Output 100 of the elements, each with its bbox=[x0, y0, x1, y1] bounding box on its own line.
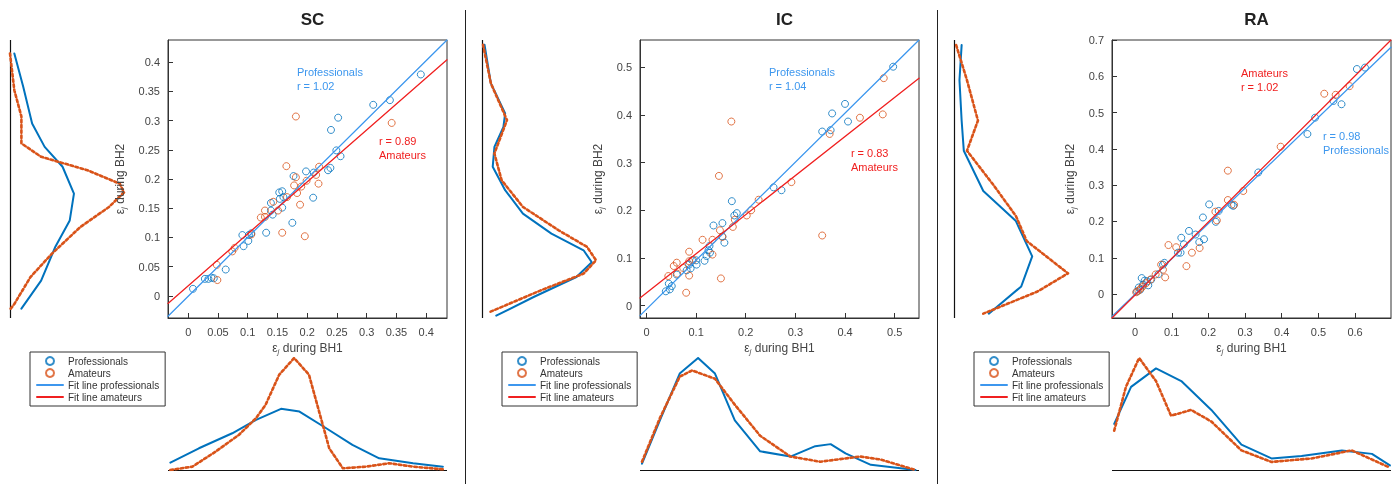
point bbox=[1195, 238, 1204, 247]
point bbox=[1185, 226, 1193, 235]
legend-label: Professionals bbox=[540, 355, 601, 367]
point bbox=[302, 167, 311, 176]
point bbox=[718, 219, 727, 228]
point bbox=[369, 100, 378, 109]
point bbox=[326, 163, 335, 172]
point bbox=[661, 287, 670, 296]
point bbox=[685, 271, 694, 280]
point bbox=[669, 262, 678, 271]
x-tick-label: 0.3 bbox=[787, 325, 804, 338]
point bbox=[296, 200, 305, 209]
y-tick-label: 0.1 bbox=[144, 231, 160, 244]
point bbox=[297, 182, 306, 191]
y-tick-label: 0.15 bbox=[138, 202, 160, 215]
legend-label: Fit line professionals bbox=[68, 379, 160, 391]
legend-label: Amateurs bbox=[1012, 367, 1055, 379]
y-axis-title: εj during BH2 bbox=[591, 143, 607, 215]
point bbox=[1198, 213, 1207, 222]
legend-label: Fit line amateurs bbox=[1012, 391, 1086, 403]
point bbox=[742, 211, 751, 220]
point bbox=[1337, 100, 1346, 109]
point bbox=[327, 125, 335, 134]
y-tick-label: 0.5 bbox=[616, 61, 632, 74]
x-tick-label: 0 bbox=[1132, 325, 1139, 338]
point bbox=[754, 195, 763, 204]
point bbox=[747, 206, 756, 215]
point bbox=[702, 252, 711, 261]
x-tick-label: 0.1 bbox=[688, 325, 704, 338]
point bbox=[715, 226, 724, 235]
point bbox=[1303, 130, 1312, 138]
point bbox=[730, 215, 739, 224]
point bbox=[332, 146, 341, 155]
y-tick-label: 0 bbox=[625, 299, 632, 312]
legend-label: Professionals bbox=[68, 355, 129, 367]
x-tick-label: 0.5 bbox=[1310, 325, 1327, 338]
x-tick-label: 0.2 bbox=[738, 325, 754, 338]
point bbox=[787, 178, 796, 187]
point bbox=[416, 70, 425, 79]
point bbox=[290, 181, 299, 190]
point bbox=[709, 221, 718, 230]
legend-label: Fit line amateurs bbox=[68, 391, 142, 403]
x-tick-label: 0.35 bbox=[385, 325, 408, 338]
point bbox=[387, 118, 396, 127]
y-tick-label: 0 bbox=[153, 289, 160, 302]
y-tick-label: 0.1 bbox=[616, 251, 632, 264]
annotation: r = 0.89 Amateurs bbox=[378, 135, 427, 162]
point bbox=[1345, 82, 1354, 91]
x-tick-label: 0.25 bbox=[326, 325, 348, 338]
annotation: r = 0.98 Professionals bbox=[1322, 129, 1390, 156]
x-tick-label: 0.6 bbox=[1347, 325, 1363, 338]
legend-label: Professionals bbox=[1012, 355, 1073, 367]
y-tick-label: 0.05 bbox=[138, 260, 160, 273]
point bbox=[667, 282, 676, 291]
point bbox=[727, 117, 736, 126]
y-tick-label: 0.2 bbox=[144, 173, 160, 185]
point bbox=[336, 152, 345, 161]
point bbox=[212, 260, 221, 269]
point bbox=[720, 238, 729, 247]
point bbox=[213, 276, 222, 285]
legend-label: Amateurs bbox=[540, 367, 583, 379]
point bbox=[1329, 96, 1338, 105]
x-tick-label: 0.4 bbox=[1274, 325, 1290, 338]
point bbox=[1311, 113, 1320, 122]
point bbox=[260, 212, 269, 221]
y-tick-label: 0.6 bbox=[1088, 70, 1104, 83]
point bbox=[274, 206, 283, 215]
point bbox=[239, 242, 248, 251]
point bbox=[1205, 200, 1214, 209]
point bbox=[278, 228, 287, 237]
annotation: Professionals r = 1.02 bbox=[296, 66, 364, 93]
point bbox=[291, 112, 300, 121]
point bbox=[188, 284, 197, 293]
point bbox=[844, 117, 853, 126]
point bbox=[266, 206, 275, 215]
point bbox=[288, 218, 297, 227]
x-tick-label: 0.4 bbox=[837, 325, 853, 338]
point bbox=[855, 113, 864, 122]
y-tick-label: 0.2 bbox=[616, 204, 632, 217]
y-axis-title: εj during BH2 bbox=[1063, 143, 1079, 215]
point bbox=[665, 285, 674, 294]
chart-title: RA bbox=[1244, 10, 1269, 29]
point bbox=[275, 188, 284, 197]
point bbox=[1320, 89, 1329, 98]
point bbox=[244, 236, 253, 245]
point bbox=[841, 99, 850, 108]
point bbox=[1158, 265, 1167, 274]
legend-label: Fit line amateurs bbox=[540, 391, 614, 403]
legend-label: Fit line professionals bbox=[540, 379, 632, 391]
point bbox=[728, 222, 737, 231]
point bbox=[238, 231, 247, 240]
annotation: Professionals r = 1.04 bbox=[768, 66, 836, 93]
x-tick-label: 0.1 bbox=[240, 325, 256, 338]
point bbox=[324, 166, 333, 175]
point bbox=[315, 162, 324, 171]
point bbox=[314, 179, 323, 188]
point bbox=[1200, 235, 1209, 244]
point bbox=[685, 247, 694, 256]
point bbox=[385, 96, 394, 105]
point bbox=[698, 235, 707, 244]
